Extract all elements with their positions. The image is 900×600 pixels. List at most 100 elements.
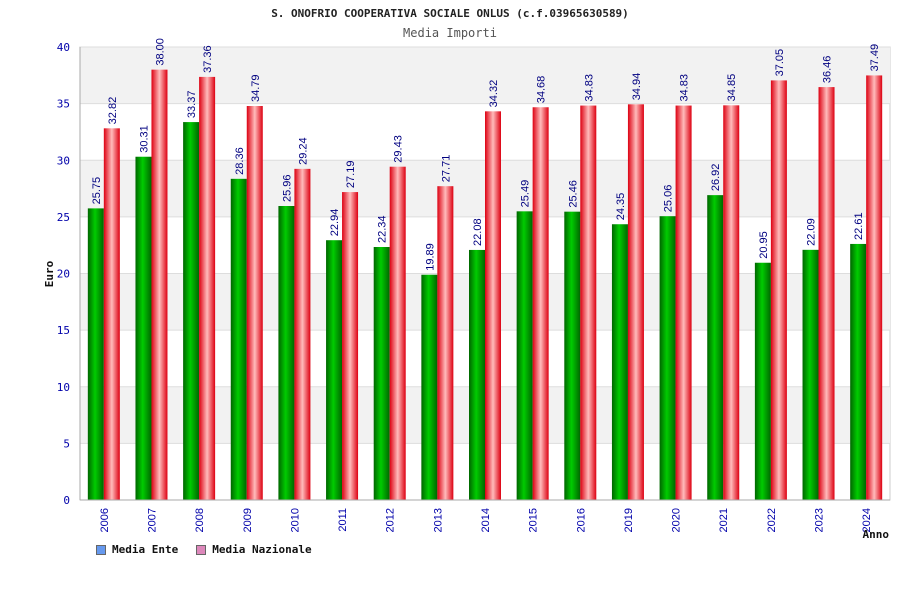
x-tick-label: 2024 xyxy=(861,508,873,532)
bar-media-ente xyxy=(707,195,724,501)
bar-value-label: 25.06 xyxy=(663,185,675,213)
bar-value-label: 22.34 xyxy=(377,215,389,243)
bar-media-nazionale xyxy=(103,128,120,500)
y-tick-label: 30 xyxy=(57,154,70,167)
x-axis-title: Anno xyxy=(863,528,890,541)
bar-media-nazionale xyxy=(723,105,740,500)
bar-value-label: 34.68 xyxy=(536,76,548,104)
bar-media-nazionale xyxy=(151,69,168,501)
y-tick-label: 5 xyxy=(63,437,70,450)
x-tick-label: 2006 xyxy=(99,508,111,532)
bar-value-label: 37.49 xyxy=(869,44,881,72)
y-tick-label: 20 xyxy=(57,268,70,281)
bar-media-ente xyxy=(754,262,771,500)
bar-media-ente xyxy=(659,216,676,500)
y-tick-label: 25 xyxy=(57,211,70,224)
bar-media-ente xyxy=(87,208,104,500)
x-tick-label: 2012 xyxy=(385,508,397,532)
x-tick-label: 2019 xyxy=(623,508,635,532)
bar-value-label: 25.75 xyxy=(91,177,103,205)
bar-value-label: 27.71 xyxy=(440,155,452,183)
bar-value-label: 29.43 xyxy=(393,135,405,163)
bar-value-label: 25.49 xyxy=(520,180,532,208)
bar-value-label: 32.82 xyxy=(107,97,119,125)
bar-media-nazionale xyxy=(485,111,501,501)
x-tick-label: 2021 xyxy=(718,508,730,532)
bar-media-nazionale xyxy=(294,168,311,500)
y-tick-label: 35 xyxy=(57,98,70,111)
bar-media-ente xyxy=(611,224,628,500)
x-tick-label: 2020 xyxy=(671,508,683,532)
bar-media-nazionale xyxy=(866,75,883,500)
bar-media-ente xyxy=(135,156,152,500)
bar-media-ente xyxy=(469,249,485,500)
bar-media-nazionale xyxy=(199,76,216,500)
bar-media-nazionale xyxy=(437,186,454,500)
bar-media-nazionale xyxy=(342,192,359,501)
bar-value-label: 24.35 xyxy=(615,193,627,221)
bar-media-nazionale xyxy=(580,105,597,501)
x-tick-label: 2015 xyxy=(528,508,540,532)
bar-value-label: 28.36 xyxy=(234,147,246,175)
bar-media-nazionale xyxy=(770,80,787,500)
bar-media-ente xyxy=(850,243,867,500)
bar-value-label: 26.92 xyxy=(710,164,722,192)
x-tick-label: 2008 xyxy=(194,508,206,532)
legend-item-ente: Media Ente xyxy=(96,543,178,556)
x-tick-label: 2023 xyxy=(814,508,826,532)
bars-layer xyxy=(87,69,883,501)
bar-value-label: 34.83 xyxy=(583,74,595,102)
bar-media-ente xyxy=(183,122,200,500)
legend-swatch-nazionale xyxy=(196,544,207,555)
y-tick-label: 0 xyxy=(63,494,70,507)
bar-value-label: 34.85 xyxy=(726,74,738,102)
bar-media-nazionale xyxy=(246,106,263,501)
bar-value-label: 33.37 xyxy=(186,91,198,119)
legend-item-nazionale: Media Nazionale xyxy=(196,543,312,556)
bar-media-ente xyxy=(421,274,438,500)
legend: Media Ente Media Nazionale xyxy=(96,543,312,556)
chart-title: S. ONOFRIO COOPERATIVA SOCIALE ONLUS (c.… xyxy=(271,7,629,20)
bar-value-label: 29.24 xyxy=(297,137,309,165)
bar-media-ente xyxy=(802,249,819,500)
bar-media-nazionale xyxy=(627,104,644,500)
bar-value-label: 37.36 xyxy=(202,45,214,73)
bar-value-label: 22.08 xyxy=(472,218,484,246)
value-labels-layer: 25.75 32.82 30.31 38.00 33.37 37.36 28.36 34.79… xyxy=(91,38,881,271)
x-tick-label: 2013 xyxy=(432,508,444,532)
x-tick-label: 2011 xyxy=(337,508,349,532)
x-tick-label: 2016 xyxy=(575,508,587,532)
bar-media-ente xyxy=(564,211,581,500)
bar-media-ente xyxy=(230,178,247,500)
bar-value-label: 27.19 xyxy=(345,161,357,189)
legend-label-nazionale: Media Nazionale xyxy=(212,543,312,556)
chart-subtitle: Media Importi xyxy=(403,26,497,40)
bar-value-label: 30.31 xyxy=(138,125,150,153)
axes-layer: 0 5 10 15 20 25 30 35 40 Euro Anno 2006 2007 2008 2009… xyxy=(43,41,890,541)
bar-media-ente xyxy=(278,206,295,501)
bar-media-nazionale xyxy=(818,87,835,500)
y-axis-title: Euro xyxy=(43,260,56,287)
bar-value-label: 34.79 xyxy=(250,74,262,102)
bar-value-label: 34.32 xyxy=(488,80,500,108)
bar-value-label: 25.46 xyxy=(567,180,579,208)
bar-value-label: 22.61 xyxy=(853,212,865,240)
x-tick-label: 2007 xyxy=(146,508,158,532)
y-tick-label: 15 xyxy=(57,324,70,337)
bar-value-label: 25.96 xyxy=(281,174,293,202)
legend-swatch-ente xyxy=(96,544,106,555)
bar-media-ente xyxy=(326,240,343,500)
bar-value-label: 36.46 xyxy=(822,56,834,84)
x-tick-label: 2009 xyxy=(242,508,254,532)
bar-media-ente xyxy=(516,211,533,500)
bar-value-label: 19.89 xyxy=(424,243,436,271)
bar-media-nazionale xyxy=(675,105,692,501)
x-tick-label: 2010 xyxy=(289,508,301,532)
y-tick-label: 10 xyxy=(57,381,70,394)
bar-media-nazionale xyxy=(532,107,549,501)
y-tick-label: 40 xyxy=(57,41,70,54)
x-tick-label: 2022 xyxy=(766,508,778,532)
bar-value-label: 37.05 xyxy=(774,49,786,77)
